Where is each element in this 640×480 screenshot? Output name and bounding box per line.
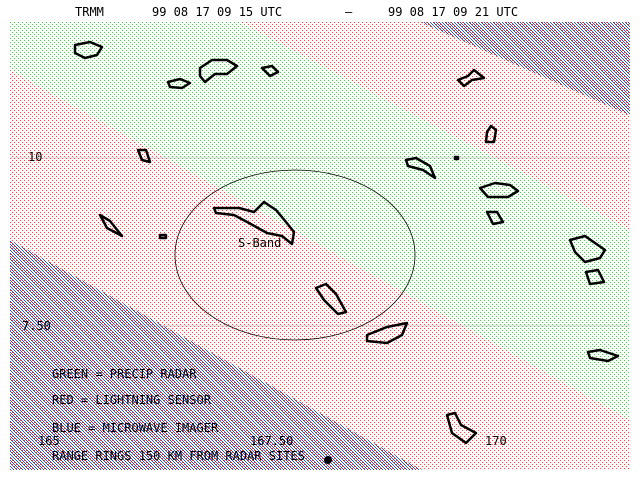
satellite: TRMM bbox=[75, 5, 104, 19]
lon-label: 165 bbox=[38, 434, 60, 448]
radar-site bbox=[324, 456, 332, 464]
imager-swath-bottom bbox=[10, 240, 423, 470]
swaths bbox=[10, 22, 630, 470]
legend-entry: BLUE = MICROWAVE IMAGER bbox=[52, 421, 219, 435]
legend-entry: GREEN = PRECIP RADAR bbox=[52, 367, 197, 381]
islands bbox=[73, 40, 620, 445]
lon-label: 167.50 bbox=[250, 434, 293, 448]
start-time: 99 08 17 09 15 UTC bbox=[152, 5, 282, 19]
range-ring bbox=[174, 169, 416, 341]
lat-label: 7.50 bbox=[22, 319, 51, 333]
separator: — bbox=[345, 5, 353, 19]
lon-label: 170 bbox=[485, 434, 507, 448]
legend-entry: RANGE RINGS 150 KM FROM RADAR SITES bbox=[52, 449, 305, 463]
precip-swath bbox=[10, 22, 630, 420]
imager-swath-top bbox=[420, 22, 630, 116]
end-time: 99 08 17 09 21 UTC bbox=[388, 5, 518, 19]
site-label: S-Band bbox=[238, 236, 281, 250]
legend-entry: RED = LIGHTNING SENSOR bbox=[52, 393, 212, 407]
lat-label: 10 bbox=[28, 150, 42, 164]
